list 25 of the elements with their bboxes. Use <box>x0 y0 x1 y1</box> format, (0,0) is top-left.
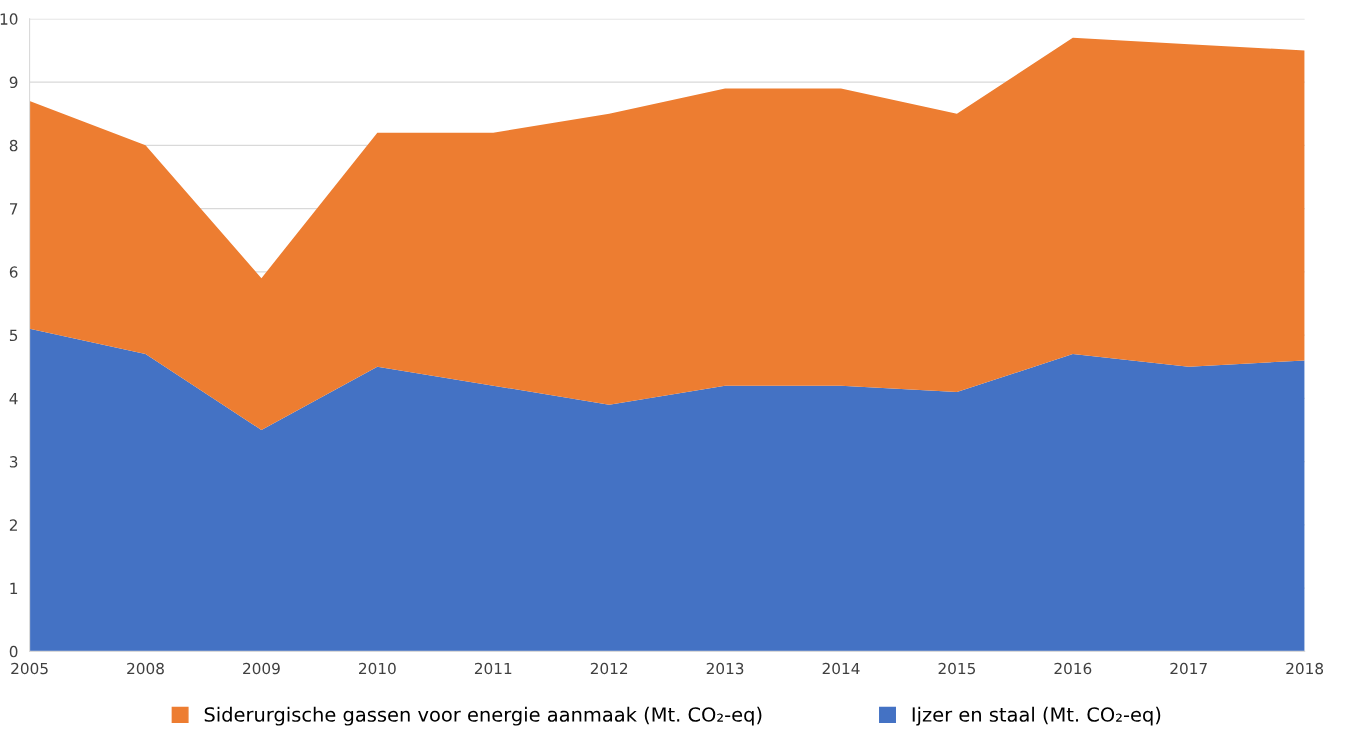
x-tick-label: 2015 <box>938 662 976 675</box>
x-tick-label: 2013 <box>706 662 744 675</box>
y-tick-label: 0 <box>9 645 18 658</box>
y-tick-label: 2 <box>9 519 17 531</box>
y-tick-label: 3 <box>9 456 18 468</box>
x-tick-label: 2008 <box>127 662 164 675</box>
y-tick-label: 7 <box>10 203 18 215</box>
y-tick-label: 5 <box>9 329 18 342</box>
x-tick-label: 2010 <box>359 662 396 675</box>
x-tick-label: 2014 <box>822 662 860 675</box>
x-tick-label: 2009 <box>243 662 280 675</box>
x-tick-label: 2018 <box>1286 662 1324 675</box>
x-tick-label: 2012 <box>590 662 628 675</box>
y-tick-label: 1 <box>10 582 18 594</box>
y-tick-label: 4 <box>9 393 18 405</box>
x-tick-label: 2017 <box>1170 662 1207 675</box>
x-tick-label: 2011 <box>474 662 512 675</box>
x-tick-label: 2016 <box>1054 662 1092 675</box>
y-tick-label: 10 <box>0 13 18 25</box>
x-tick-label: 2005 <box>11 662 48 675</box>
y-tick-label: 8 <box>9 139 18 152</box>
y-tick-label: 6 <box>9 266 18 278</box>
legend-label: Siderurgische gassen voor energie aanmaak (Mt. CO₂-eq) <box>204 706 762 726</box>
legend-label: Ijzer en staal (Mt. CO₂-eq) <box>912 706 1161 726</box>
y-tick-label: 9 <box>9 76 18 89</box>
